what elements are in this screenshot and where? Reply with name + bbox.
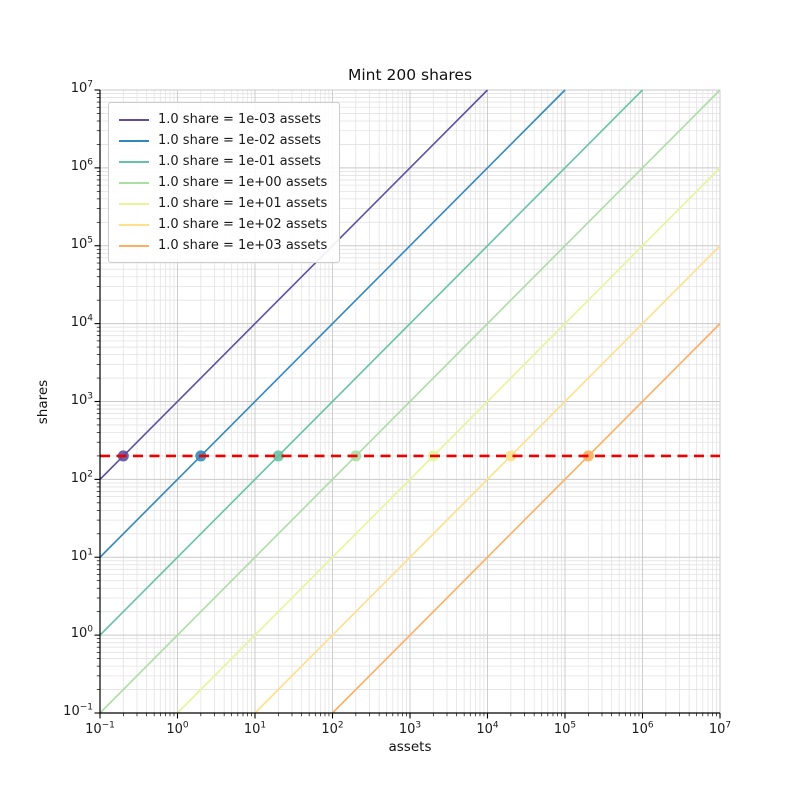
y-tick-label: 102	[70, 469, 93, 486]
y-tick-label: 106	[70, 157, 93, 175]
y-tick-label: 105	[70, 235, 93, 253]
x-tick-label: 100	[166, 721, 189, 738]
series-line	[99, 89, 489, 480]
series-line	[99, 89, 644, 636]
y-tick-label: 103	[70, 391, 93, 408]
series-line	[331, 323, 721, 714]
series-line	[99, 89, 566, 558]
y-tick-label: 104	[70, 313, 93, 330]
x-tick-label: 101	[243, 721, 267, 738]
y-tick-label: 101	[70, 547, 93, 564]
legend-item-label: 1.0 share = 1e+02 assets	[158, 217, 328, 232]
legend-line-swatch	[119, 181, 149, 184]
chart-title: Mint 200 shares	[347, 66, 473, 84]
legend-item: 1.0 share = 1e-01 assets	[119, 151, 327, 172]
legend-item: 1.0 share = 1e-03 assets	[119, 109, 327, 130]
legend-item: 1.0 share = 1e+02 assets	[119, 214, 327, 235]
series-line	[176, 167, 721, 714]
legend: 1.0 share = 1e-03 assets 1.0 share = 1e-0…	[108, 102, 341, 263]
legend-item: 1.0 share = 1e+03 assets	[119, 235, 327, 256]
legend-item: 1.0 share = 1e+00 assets	[119, 172, 327, 193]
legend-line-swatch	[119, 202, 149, 205]
y-tick-label: 10−1	[63, 703, 93, 720]
legend-line-swatch	[119, 118, 149, 121]
legend-item: 1.0 share = 1e-02 assets	[119, 130, 327, 151]
x-tick-label: 107	[708, 721, 732, 738]
legend-line-swatch	[119, 244, 149, 247]
x-tick-label: 103	[398, 721, 422, 738]
legend-line-swatch	[119, 223, 149, 226]
data-point-marker	[505, 450, 517, 462]
series-line	[254, 245, 721, 714]
legend-line-swatch	[119, 139, 149, 142]
legend-item-label: 1.0 share = 1e+00 assets	[158, 175, 328, 190]
x-tick-label: 106	[631, 721, 654, 738]
data-point-marker	[272, 450, 284, 462]
x-tick-label: 10−1	[85, 721, 115, 738]
legend-item: 1.0 share = 1e+01 assets	[119, 193, 327, 214]
y-tick-label: 100	[70, 625, 93, 642]
legend-item-label: 1.0 share = 1e-03 assets	[158, 112, 322, 127]
y-tick-label: 107	[70, 80, 93, 97]
x-tick-label: 104	[476, 721, 499, 738]
x-tick-label: 105	[553, 721, 577, 738]
legend-item-label: 1.0 share = 1e+03 assets	[158, 238, 328, 253]
x-tick-label: 102	[321, 721, 344, 738]
legend-item-label: 1.0 share = 1e-01 assets	[158, 154, 322, 169]
series-line	[99, 89, 721, 714]
legend-line-swatch	[119, 160, 149, 163]
legend-item-label: 1.0 share = 1e+01 assets	[158, 196, 328, 211]
x-axis-label: assets	[388, 739, 432, 755]
legend-item-label: 1.0 share = 1e-02 assets	[158, 133, 322, 148]
